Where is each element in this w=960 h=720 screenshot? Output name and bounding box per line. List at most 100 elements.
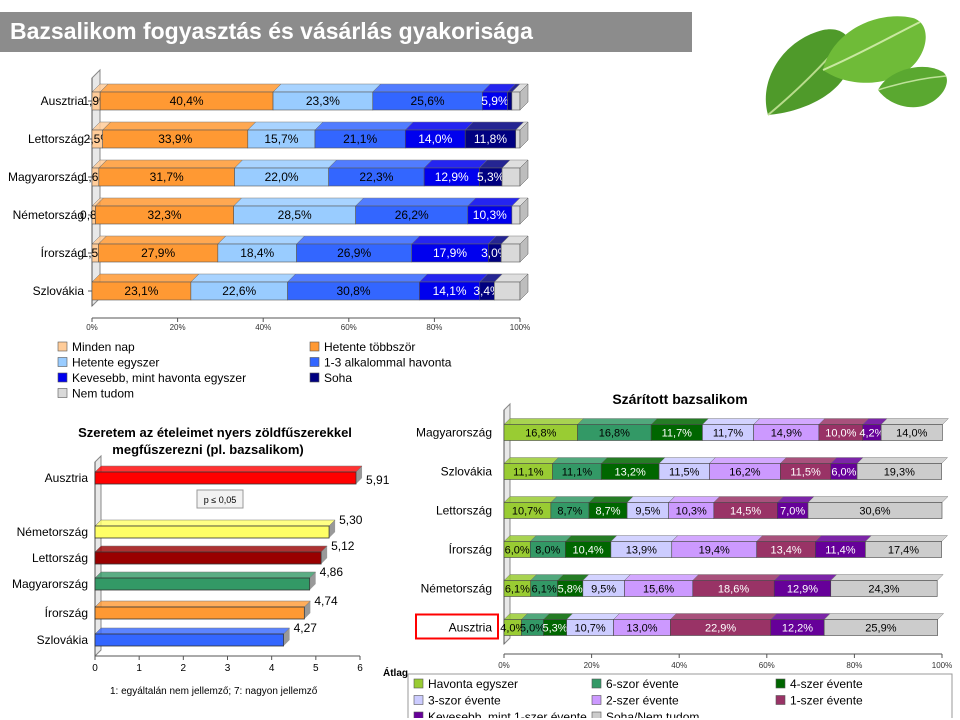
category-label: Lettország bbox=[436, 504, 492, 518]
category-label: Ausztria bbox=[449, 621, 493, 635]
data-label: 22,9% bbox=[705, 623, 736, 635]
data-label: 16,2% bbox=[729, 467, 760, 479]
data-label: 33,9% bbox=[158, 132, 192, 146]
data-label: 8,0% bbox=[535, 545, 560, 557]
data-label: 31,7% bbox=[150, 170, 184, 184]
bar-segment-top bbox=[272, 83, 382, 93]
data-label: 12,9% bbox=[435, 170, 469, 184]
data-label: 30,8% bbox=[336, 284, 370, 298]
data-label: 10,3% bbox=[473, 208, 507, 222]
legend-label: Havonta egyszer bbox=[428, 677, 518, 691]
bar-segment-top bbox=[233, 159, 338, 169]
bar-side bbox=[519, 235, 529, 263]
data-label: 6,1% bbox=[532, 584, 557, 596]
bar-segment-top bbox=[372, 83, 491, 93]
bar-segment-top bbox=[314, 121, 414, 131]
data-label: 11,1% bbox=[562, 467, 593, 479]
legend-label: Soha/Nem tudom bbox=[606, 710, 699, 718]
bar-segment-top bbox=[753, 418, 826, 425]
data-label: 16,8% bbox=[525, 428, 556, 440]
bar-segment-top bbox=[552, 457, 608, 464]
data-label: 14,1% bbox=[433, 284, 467, 298]
data-label: 5,91 bbox=[366, 473, 390, 487]
bar-top bbox=[94, 627, 291, 635]
data-label: 11,1% bbox=[513, 467, 544, 479]
data-label: 4,2% bbox=[859, 428, 884, 440]
bar-segment-top bbox=[550, 496, 596, 503]
bar bbox=[94, 525, 330, 539]
bar-segment-top bbox=[98, 159, 244, 169]
data-label: 6,1% bbox=[505, 584, 530, 596]
data-label: 11,5% bbox=[669, 467, 700, 479]
data-label: 13,2% bbox=[615, 467, 646, 479]
legend-label: 4-szer évente bbox=[790, 677, 863, 691]
data-label: 19,3% bbox=[884, 467, 915, 479]
bar-segment bbox=[515, 129, 521, 149]
bar-segment bbox=[507, 91, 513, 111]
bar-segment-top bbox=[612, 613, 678, 620]
legend-swatch bbox=[413, 711, 424, 718]
bar-top bbox=[94, 519, 336, 527]
data-label: 11,7% bbox=[662, 428, 693, 440]
legend-label: 6-szor évente bbox=[606, 677, 679, 691]
data-label: 18,6% bbox=[718, 584, 749, 596]
data-label: 26,9% bbox=[337, 246, 371, 260]
data-label: 5,3% bbox=[542, 623, 567, 635]
bar-segment bbox=[823, 619, 938, 636]
bar-segment-top bbox=[503, 457, 560, 464]
category-label: Németország bbox=[421, 582, 492, 596]
x-tick-label: 1 bbox=[136, 663, 142, 674]
title-bar: Bazsalikom fogyasztás és vásárlás gyakor… bbox=[0, 12, 692, 52]
bar-segment-top bbox=[713, 496, 784, 503]
category-label: Németország bbox=[13, 208, 84, 222]
bar-segment-top bbox=[91, 273, 200, 283]
category-label: Ausztria bbox=[45, 471, 89, 485]
bar-segment-top bbox=[756, 535, 823, 542]
data-label: 5,3% bbox=[477, 170, 505, 184]
data-label: 9,5% bbox=[635, 506, 660, 518]
data-label: 4,27 bbox=[294, 621, 318, 635]
bar-side bbox=[519, 197, 529, 225]
legend-swatch bbox=[309, 341, 320, 352]
data-label: 5,0% bbox=[520, 623, 545, 635]
x-tick-label: 60% bbox=[341, 323, 357, 332]
bar-segment bbox=[494, 281, 521, 301]
data-label: 5,8% bbox=[558, 584, 583, 596]
bar-segment-top bbox=[776, 496, 815, 503]
bar-segment-top bbox=[423, 159, 488, 169]
data-label: 24,3% bbox=[868, 584, 899, 596]
data-label: 22,0% bbox=[265, 170, 299, 184]
legend-swatch bbox=[775, 678, 786, 689]
data-label: 4,86 bbox=[320, 565, 344, 579]
bar-segment-top bbox=[770, 613, 831, 620]
legend-label: Kevesebb, mint havonta egyszer bbox=[72, 371, 246, 385]
data-label: 27,9% bbox=[141, 246, 175, 260]
bar-segment-top bbox=[404, 121, 474, 131]
data-label: 16,8% bbox=[599, 428, 630, 440]
data-label: 14,0% bbox=[418, 132, 452, 146]
data-label: 9,5% bbox=[591, 584, 616, 596]
legend-swatch bbox=[591, 695, 602, 705]
bar bbox=[94, 551, 322, 565]
bar-segment-top bbox=[355, 197, 477, 207]
bar-segment-top bbox=[503, 496, 558, 503]
category-label: Szlovákia bbox=[441, 465, 493, 479]
legend-label: 1-3 alkalommal havonta bbox=[324, 356, 452, 370]
dried-basil-stacked-bar-chart: Szárított bazsalikom Magyarország 16,8% 16,… bbox=[407, 391, 953, 718]
bar-side bbox=[519, 273, 529, 301]
bar-segment bbox=[500, 243, 521, 263]
bar-segment-top bbox=[576, 418, 658, 425]
legend-label: Minden nap bbox=[72, 340, 135, 354]
bar-top bbox=[94, 571, 317, 579]
highlight-box bbox=[415, 613, 499, 640]
legend-label: Kevesebb, mint 1-szer évente bbox=[428, 710, 587, 718]
data-label: 14,0% bbox=[896, 428, 927, 440]
data-label: 40,4% bbox=[170, 94, 204, 108]
bar-segment-top bbox=[807, 496, 949, 503]
data-label: 13,0% bbox=[626, 623, 657, 635]
bar-segment-top bbox=[233, 197, 365, 207]
basil-leaf-image bbox=[765, 16, 947, 116]
legend-swatch bbox=[57, 372, 68, 383]
x-tick-label: 4 bbox=[269, 663, 275, 674]
